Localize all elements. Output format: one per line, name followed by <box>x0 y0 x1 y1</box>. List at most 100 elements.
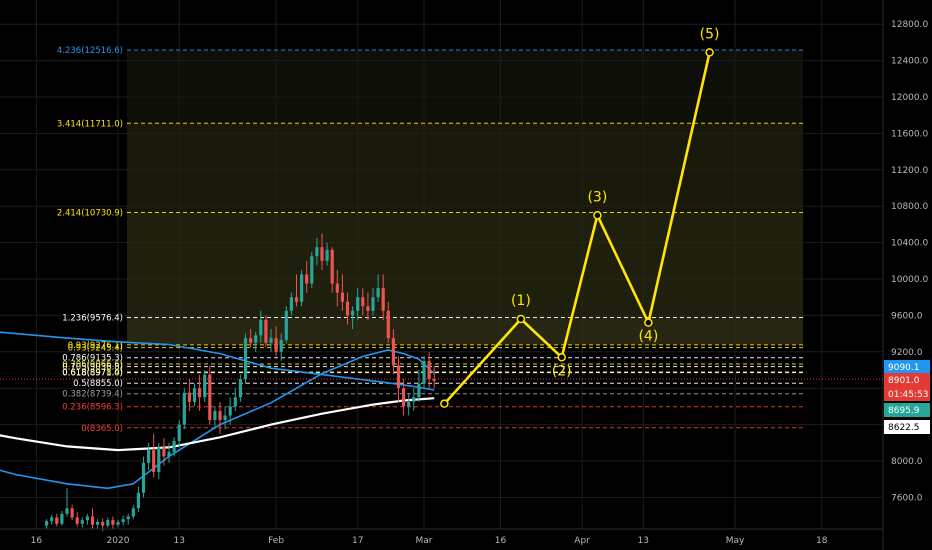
candle-body <box>157 447 161 472</box>
y-tick-label: 10000.0 <box>891 275 928 285</box>
wave-point <box>557 353 566 362</box>
wave-projection[interactable]: (1) (2) (3) (4) (5) <box>440 26 720 408</box>
y-tick-label: 12400.0 <box>891 57 928 67</box>
candle-body <box>427 360 431 380</box>
candle-body <box>177 424 181 441</box>
x-tick-label: 16 <box>495 536 507 546</box>
fib-zone <box>127 212 803 318</box>
fib-zone <box>127 123 803 213</box>
candle-body <box>289 297 293 311</box>
candle-body <box>391 338 395 366</box>
candle-body <box>147 450 151 463</box>
candle-body <box>233 397 237 407</box>
y-tick-label: 7600.0 <box>891 493 923 503</box>
candle-body <box>315 247 319 257</box>
fib-label: 0(8365.0) <box>81 424 123 434</box>
y-axis[interactable]: 7600.08000.08400.08800.09200.09600.01000… <box>891 20 928 503</box>
candle-body <box>335 283 339 293</box>
candle-body <box>96 521 100 525</box>
y-tick-label: 11200.0 <box>891 166 928 176</box>
candle-body <box>121 519 125 522</box>
candle-body <box>310 256 314 284</box>
candle-body <box>351 310 355 316</box>
fib-label: 0.5(8855.0) <box>73 379 123 389</box>
wave-label: (3) <box>587 189 607 205</box>
candle-body <box>223 415 227 421</box>
candle-body <box>412 397 416 402</box>
price-tag-label: 01:45:53 <box>888 390 928 400</box>
wave-point <box>644 318 653 327</box>
candle-body <box>402 388 406 407</box>
blue-fast-ma <box>0 349 435 490</box>
price-tag-label: 8695.9 <box>888 406 920 416</box>
fib-label: 0.382(8739.4) <box>62 390 123 400</box>
candle-body <box>213 410 217 421</box>
candle-body <box>208 374 212 421</box>
candle-body <box>85 516 89 521</box>
candle-body <box>243 338 248 380</box>
candle-body <box>55 517 59 524</box>
y-tick-label: 10800.0 <box>891 202 928 212</box>
wave-point <box>440 399 449 408</box>
fib-label: 4.236(12516.6) <box>57 46 123 56</box>
candles <box>45 233 436 532</box>
candle-body <box>228 406 232 416</box>
fib-label: 2.414(10730.9) <box>57 208 123 218</box>
candle-body <box>422 360 426 384</box>
candle-body <box>361 297 365 307</box>
candle-body <box>376 288 380 298</box>
candle-body <box>75 517 79 524</box>
wave-label: (4) <box>638 329 658 345</box>
candle-body <box>330 249 334 284</box>
fib-label: 0.618(8978.4) <box>62 368 123 378</box>
x-tick-label: Feb <box>268 536 284 546</box>
candle-body <box>294 297 299 302</box>
candle-body <box>340 292 344 302</box>
fib-zones <box>127 49 803 345</box>
candle-body <box>116 521 120 525</box>
fib-zone <box>127 317 803 345</box>
wave-label: (2) <box>552 363 572 379</box>
candle-body <box>106 520 110 526</box>
y-tick-label: 9600.0 <box>891 311 923 321</box>
price-tag-label: 8622.5 <box>888 423 920 433</box>
candle-body <box>187 392 191 402</box>
candle-body <box>167 451 171 457</box>
wave-point <box>516 314 526 324</box>
candle-body <box>136 492 140 509</box>
fib-label: 0.705(9036.8) <box>62 363 123 373</box>
candle-body <box>269 338 273 343</box>
candle-body <box>320 247 324 261</box>
candle-body <box>396 365 401 389</box>
candle-body <box>162 447 166 457</box>
candle-body <box>238 379 242 398</box>
candle-body <box>356 297 360 311</box>
y-tick-label: 10400.0 <box>891 239 928 249</box>
fib-label: 0.93(9276.1) <box>68 341 123 351</box>
candle-body <box>345 301 350 316</box>
fib-label: 0.786(9135.3) <box>62 354 123 364</box>
fib-label: 0.93(9245.4) <box>68 344 123 354</box>
candle-body <box>65 508 69 514</box>
price-tag <box>884 420 930 434</box>
price-tag <box>884 403 930 417</box>
candle-body <box>254 335 258 343</box>
fib-label: 1.236(9576.4) <box>62 314 123 324</box>
price-tag <box>884 373 930 387</box>
candle-body <box>381 288 385 311</box>
candle-body <box>279 339 283 352</box>
price-tag <box>884 360 930 374</box>
fib-label: 0.236(8596.3) <box>62 403 123 413</box>
x-tick-label: 2020 <box>107 536 130 546</box>
x-tick-label: Apr <box>574 536 590 546</box>
x-axis[interactable]: 16 2020 13 Feb 17 Mar 16 Apr 13 May 18 <box>31 536 828 546</box>
candle-body <box>300 274 304 302</box>
candle-body <box>432 379 436 381</box>
candle-body <box>141 462 146 493</box>
candle-body <box>218 410 222 421</box>
x-tick-label: May <box>726 536 745 546</box>
candle-body <box>198 388 202 398</box>
price-tag-label: 8901.0 <box>888 376 920 386</box>
candle-body <box>182 392 186 425</box>
